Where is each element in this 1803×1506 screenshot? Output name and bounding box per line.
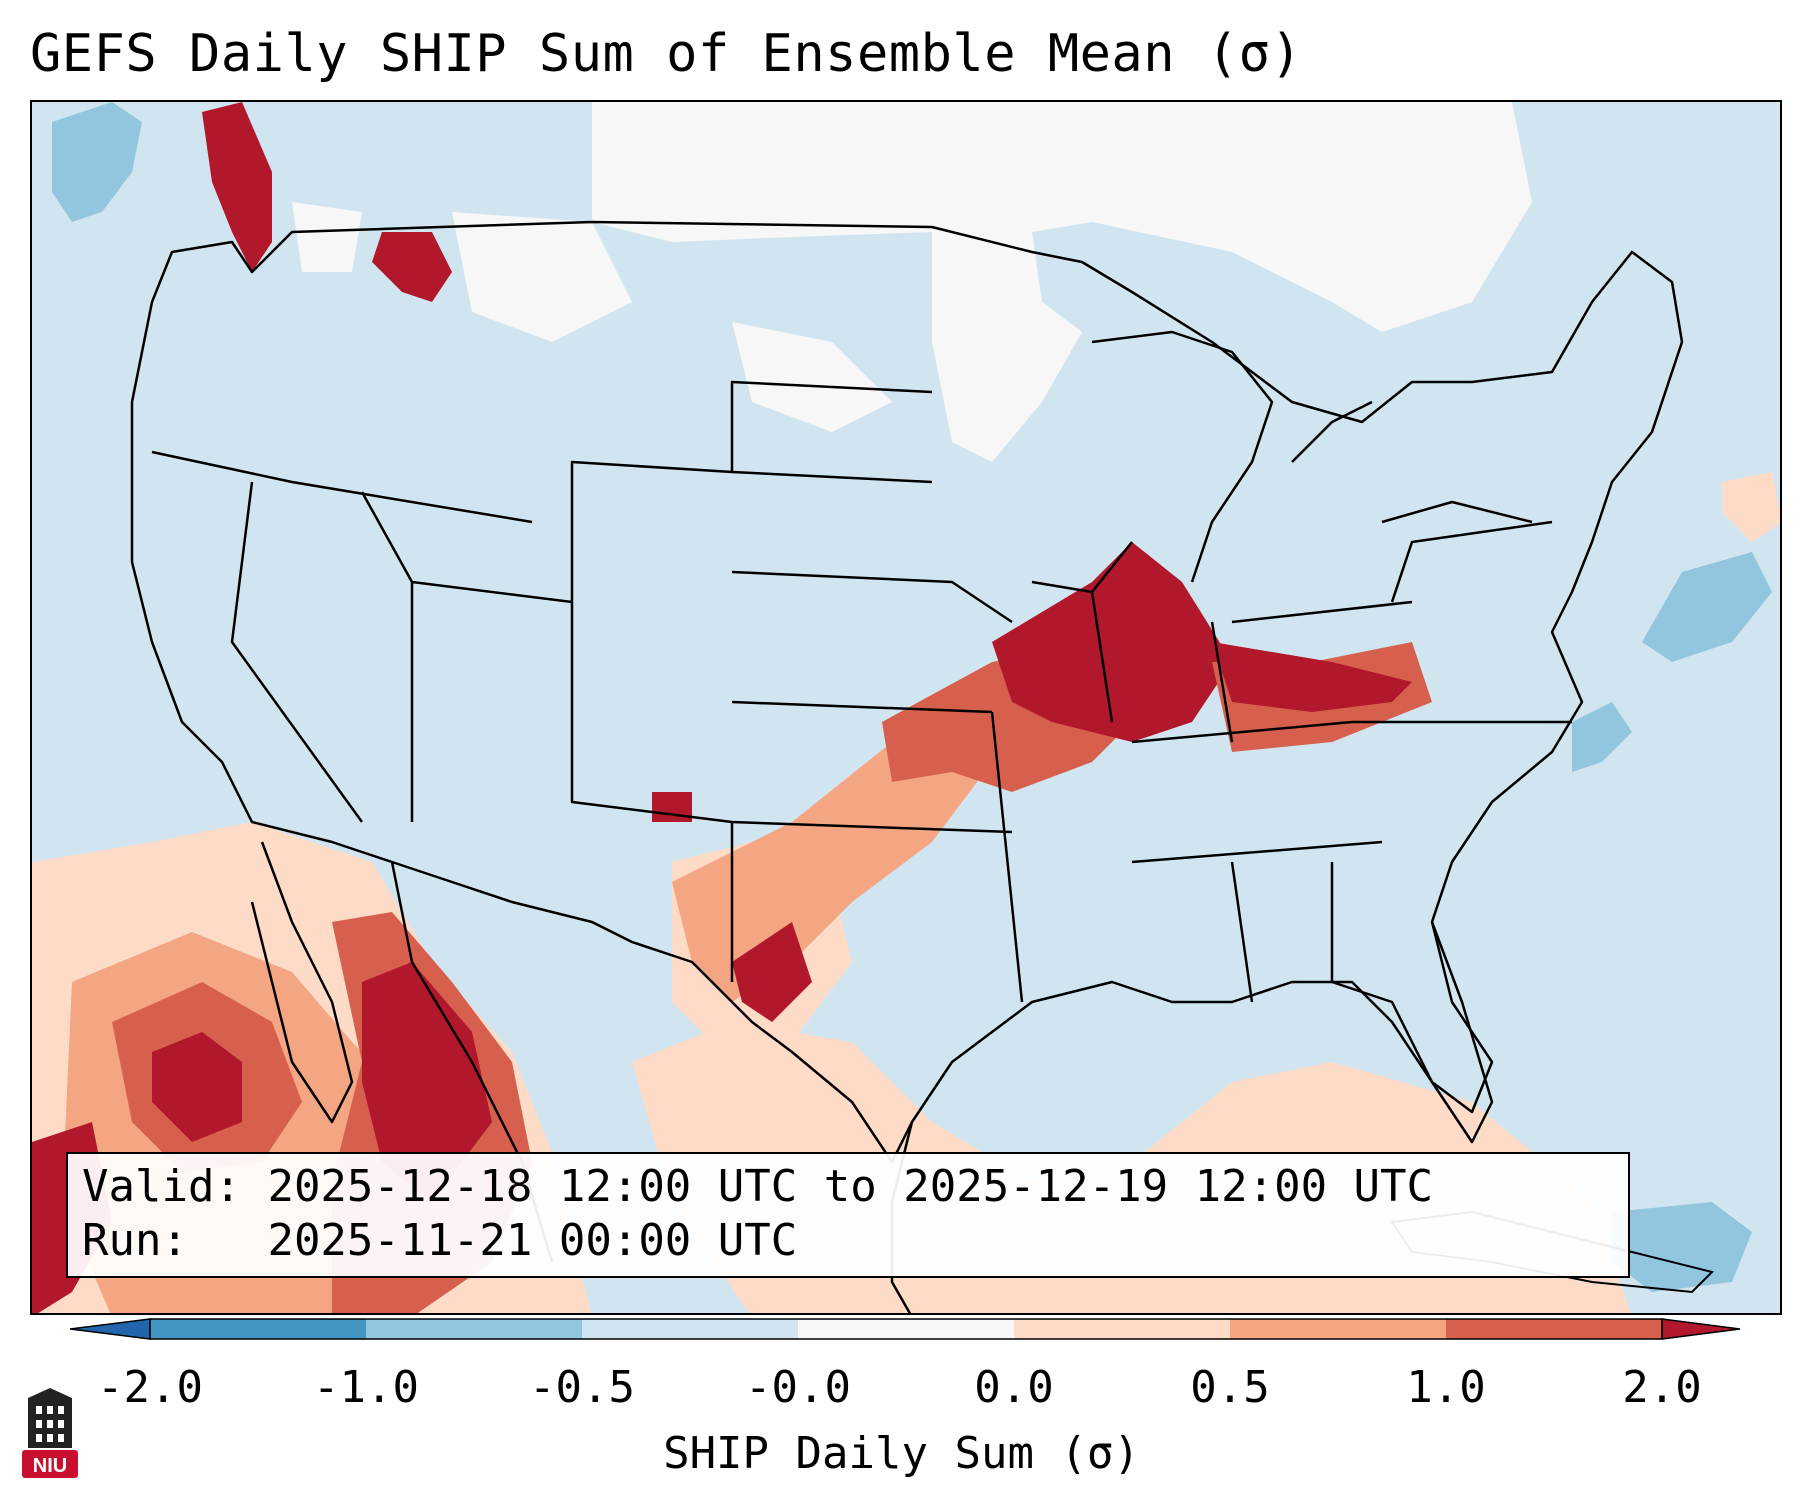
neutral-field-regions	[292, 102, 1532, 462]
valid-run-info-box: Valid: 2025-12-18 12:00 UTC to 2025-12-1…	[66, 1152, 1630, 1278]
neutral-region-upper-midwest	[932, 232, 1082, 462]
pos-field-idaho-core	[372, 232, 452, 302]
colorbar-tick-label: -0.0	[745, 1362, 851, 1413]
pos-field-plains-mid	[672, 712, 992, 1002]
neg-patch-atlantic-offshore	[1572, 702, 1632, 772]
colorbar-segment-1	[150, 1319, 366, 1339]
run-label: Run:	[82, 1215, 188, 1266]
neutral-region-canada	[592, 102, 1032, 242]
logo-band	[22, 1450, 78, 1478]
colorbar-tick-label: 2.0	[1622, 1362, 1702, 1413]
colorbar-tick-label: -2.0	[97, 1362, 203, 1413]
map-canvas	[32, 102, 1780, 1313]
neutral-region-montana	[452, 212, 632, 342]
colorbar-frame	[149, 1318, 1663, 1340]
colorbar-tick-label: -1.0	[313, 1362, 419, 1413]
florida-outline	[1331, 921, 1494, 1144]
colorbar-segment-6	[1230, 1319, 1446, 1339]
pos-field-pacnw-coast	[202, 102, 272, 272]
colorbar-segment-5	[1014, 1319, 1230, 1339]
colorbar-tick-label: 0.0	[974, 1362, 1054, 1413]
colorbar-tick-label: 1.0	[1406, 1362, 1486, 1413]
neutral-region-plains	[732, 322, 892, 432]
map-panel	[30, 100, 1782, 1315]
neg-patch-atlantic-east	[1642, 552, 1772, 662]
neutral-region-wa-interior	[292, 202, 362, 272]
negative-anomaly-patches	[52, 102, 1772, 1292]
pos-field-mexico-core	[362, 962, 492, 1202]
great-lakes-outline	[1091, 330, 1533, 583]
state-lines	[151, 380, 1572, 1003]
neg-patch-bottom-right	[1612, 1202, 1752, 1292]
pos-field-texas-core	[732, 922, 812, 1022]
colorbar-segment-4	[798, 1319, 1014, 1339]
neutral-region-northeast-canada	[1032, 102, 1532, 332]
colorbar-over-triangle	[1661, 1318, 1740, 1340]
logo-text: NIU	[33, 1455, 67, 1477]
valid-label: Valid:	[82, 1161, 241, 1212]
run-value: 2025-11-21 00:00 UTC	[267, 1215, 798, 1266]
baja-outline	[250, 841, 354, 1124]
colorbar-segment-3	[582, 1319, 798, 1339]
colorbar-tick-label: -0.5	[529, 1362, 635, 1413]
neg-patch-pacific-nw	[52, 102, 142, 222]
valid-value: 2025-12-18 12:00 UTC to 2025-12-19 12:00…	[267, 1161, 1434, 1212]
pos-field-baja-core	[152, 1032, 242, 1142]
colorbar-tick-label: 0.5	[1190, 1362, 1270, 1413]
niu-logo: NIU	[22, 1388, 78, 1478]
colorbar-segment-2	[366, 1319, 582, 1339]
pos-field-ohio-core	[1212, 642, 1412, 712]
chart-title: GEFS Daily SHIP Sum of Ensemble Mean (σ)	[30, 24, 1303, 84]
pos-field-northeast	[1722, 472, 1780, 542]
pos-field-midwest-core	[992, 542, 1232, 742]
colorbar	[70, 1318, 1740, 1340]
colorbar-under-triangle	[70, 1318, 151, 1340]
colorbar-segment-7	[1446, 1319, 1662, 1339]
logo-tower-icon	[28, 1388, 72, 1448]
colorbar-axis-label: SHIP Daily Sum (σ)	[663, 1428, 1140, 1479]
